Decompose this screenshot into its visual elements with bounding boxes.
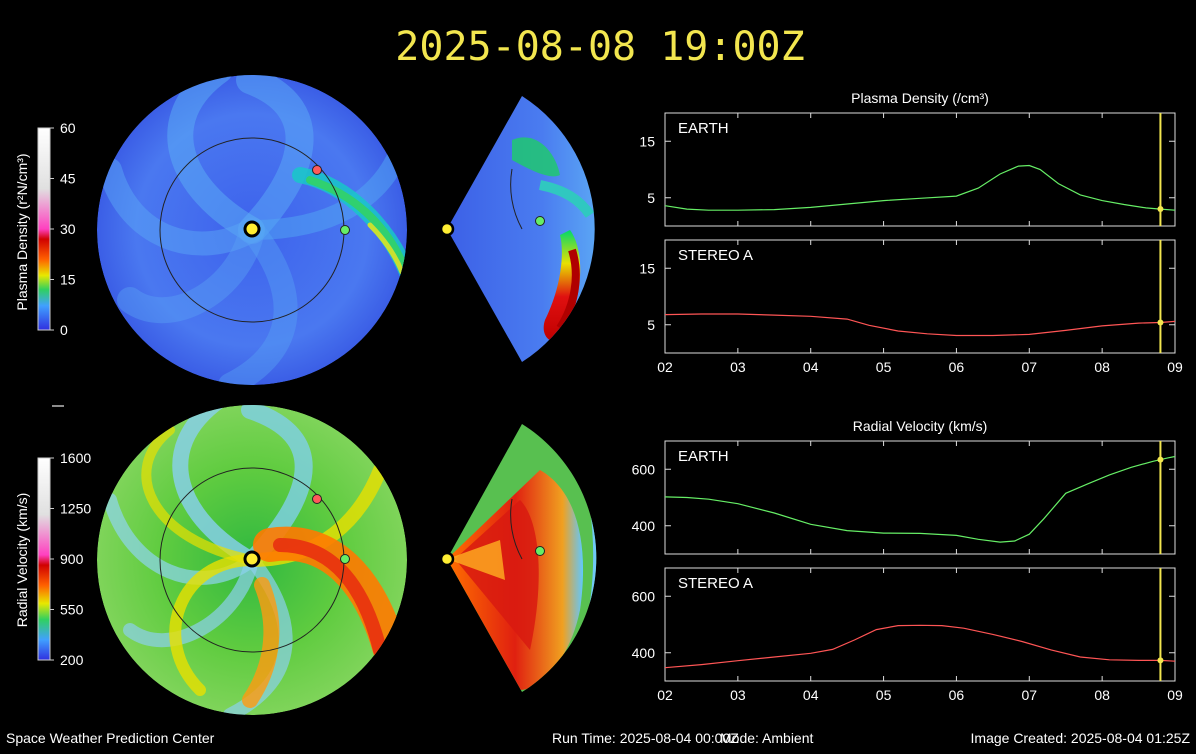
forecast-timestamp: 2025-08-08 19:00Z (395, 24, 804, 70)
footer-run-time: Run Time: 2025-08-04 00:00Z (552, 730, 739, 746)
earth-marker (340, 225, 350, 235)
velocity-colorbar-tick-label: 200 (60, 652, 84, 668)
panel-frame (664, 112, 1176, 227)
x-tick-label: 04 (803, 687, 819, 703)
stereo-a-marker (312, 494, 322, 504)
velocity-stereo-a-panel: 02 03 04 05 06 07 08 09 400 600 STEREO A (632, 567, 1183, 703)
x-tick-label: 07 (1021, 687, 1037, 703)
velocity-meridional-wedge (439, 424, 597, 692)
x-tick-label: 05 (876, 359, 892, 375)
x-tick-label: 06 (949, 359, 965, 375)
panel-label: STEREO A (678, 575, 753, 592)
velocity-colorbar: Radial Velocity (km/s) 200 550 900 1250 1600 (14, 450, 91, 668)
series-line (664, 624, 1176, 669)
x-tick-label: 06 (949, 687, 965, 703)
panel-frame (664, 567, 1176, 682)
velocity-colorbar-tick-label: 1250 (60, 501, 91, 517)
velocity-earth-panel: 400 600 EARTH (632, 440, 1176, 555)
y-tick-label: 400 (632, 645, 656, 661)
earth-marker (340, 554, 350, 564)
x-tick-label: 09 (1167, 359, 1183, 375)
y-tick-label: 600 (632, 588, 656, 604)
current-value-dot (1157, 456, 1164, 463)
footer-organization: Space Weather Prediction Center (6, 730, 215, 746)
velocity-colorbar-label: Radial Velocity (km/s) (14, 493, 30, 628)
sun-icon (439, 551, 455, 567)
x-tick-label: 03 (730, 359, 746, 375)
x-tick-label: 08 (1094, 359, 1110, 375)
density-stereo-a-panel: 02 03 04 05 06 07 08 09 5 15 STEREO A (639, 239, 1183, 375)
series-line (664, 313, 1176, 337)
velocity-colorbar-tick-label: 1600 (60, 450, 91, 466)
x-tick-label: 07 (1021, 359, 1037, 375)
earth-marker (535, 546, 545, 556)
sun-icon (439, 221, 455, 237)
current-value-dot (1157, 657, 1164, 664)
x-tick-label: 02 (657, 359, 673, 375)
density-colorbar-gradient (37, 127, 51, 331)
density-colorbar-tick-label: 15 (60, 272, 76, 288)
velocity-ecliptic-disk (97, 405, 407, 715)
density-chart-title: Plasma Density (/cm³) (851, 90, 989, 106)
y-tick-label: 400 (632, 518, 656, 534)
velocity-colorbar-tick-label: 900 (60, 551, 84, 567)
density-colorbar-label: Plasma Density (r²N/cm³) (14, 153, 30, 310)
y-tick-label: 5 (647, 317, 655, 333)
y-tick-label: 15 (639, 133, 655, 149)
footer-mode: Mode: Ambient (720, 730, 813, 746)
y-tick-label: 15 (639, 260, 655, 276)
stereo-a-marker (312, 165, 322, 175)
x-tick-label: 03 (730, 687, 746, 703)
velocity-colorbar-tick-label: 550 (60, 602, 84, 618)
x-tick-label: 02 (657, 687, 673, 703)
sun-icon (243, 550, 261, 568)
panel-frame (664, 440, 1176, 555)
x-tick-label: 05 (876, 687, 892, 703)
density-colorbar-tick-label: 0 (60, 322, 68, 338)
density-colorbar-tick-label: 30 (60, 221, 76, 237)
sun-icon (243, 220, 261, 238)
panel-frame (664, 239, 1176, 354)
panel-label: EARTH (678, 120, 729, 137)
x-tick-label: 09 (1167, 687, 1183, 703)
panel-label: EARTH (678, 448, 729, 465)
panel-label: STEREO A (678, 247, 753, 264)
earth-marker (535, 216, 545, 226)
density-colorbar: Plasma Density (r²N/cm³) 0 15 30 45 60 (14, 120, 76, 338)
current-value-dot (1157, 319, 1164, 326)
velocity-chart-title: Radial Velocity (km/s) (853, 418, 988, 434)
current-value-dot (1157, 206, 1164, 213)
x-tick-label: 08 (1094, 687, 1110, 703)
density-colorbar-tick-label: 60 (60, 120, 76, 136)
density-meridional-wedge (439, 96, 595, 362)
y-tick-label: 5 (647, 190, 655, 206)
footer-image-created: Image Created: 2025-08-04 01:25Z (971, 730, 1191, 746)
velocity-colorbar-gradient (37, 457, 51, 661)
series-line (664, 164, 1176, 211)
x-tick-label: 04 (803, 359, 819, 375)
density-earth-panel: 5 15 EARTH (639, 112, 1176, 227)
y-tick-label: 600 (632, 461, 656, 477)
series-line (664, 455, 1176, 543)
density-colorbar-tick-label: 45 (60, 171, 76, 187)
density-ecliptic-disk (97, 75, 407, 385)
